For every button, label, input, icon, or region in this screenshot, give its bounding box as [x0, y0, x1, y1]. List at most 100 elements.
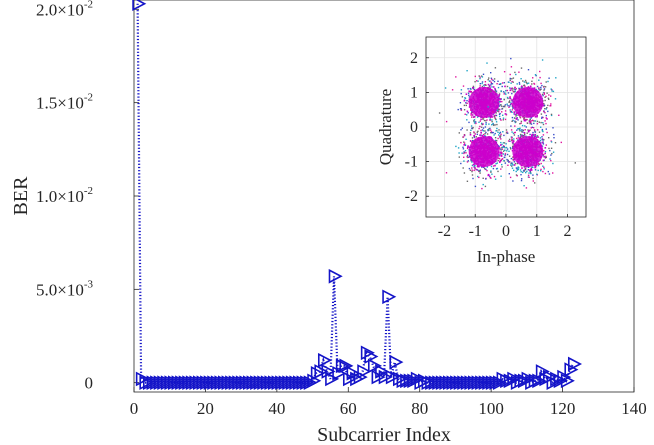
constellation-point [463, 104, 466, 107]
constellation-point [535, 159, 537, 162]
constellation-point [486, 141, 489, 144]
constellation-point [534, 169, 537, 171]
constellation-point [520, 149, 522, 151]
constellation-point [457, 108, 459, 111]
constellation-point [477, 106, 480, 109]
constellation-point [479, 143, 482, 146]
ber-point [264, 375, 279, 390]
constellation-point [474, 164, 476, 167]
constellation-point [536, 114, 538, 117]
constellation-point [482, 149, 485, 152]
constellation-point [462, 167, 464, 169]
constellation-point [529, 169, 531, 172]
constellation-point [491, 94, 493, 97]
constellation-point [490, 115, 493, 118]
constellation-point [554, 98, 557, 100]
constellation-point [529, 102, 531, 105]
constellation-point [499, 147, 501, 149]
constellation-point [501, 105, 503, 108]
constellation-point [474, 157, 477, 159]
constellation-point [529, 133, 531, 136]
constellation-point [469, 169, 472, 171]
constellation-point [512, 119, 514, 122]
constellation-point [474, 140, 477, 143]
constellation-point [521, 142, 524, 144]
constellation-point [487, 83, 490, 86]
ber-point [410, 371, 425, 387]
constellation-point [504, 92, 506, 94]
constellation-point [515, 113, 517, 115]
constellation-point [475, 155, 478, 157]
ber-point [289, 375, 304, 390]
constellation-point [485, 99, 487, 102]
ber-point [453, 375, 468, 390]
constellation-point [526, 162, 528, 165]
constellation-point [470, 152, 472, 154]
constellation-point [548, 98, 550, 100]
constellation-point [548, 147, 550, 150]
constellation-point [484, 99, 486, 102]
constellation-point [528, 149, 531, 152]
constellation-point [523, 143, 525, 146]
constellation-point [493, 143, 495, 145]
constellation-point [534, 104, 536, 106]
constellation-point [522, 80, 524, 82]
constellation-point [545, 128, 547, 130]
constellation-point [545, 114, 547, 117]
constellation-point [480, 132, 482, 134]
constellation-point [545, 81, 547, 83]
constellation-point [516, 168, 518, 170]
constellation-point [487, 174, 490, 177]
constellation-point [511, 147, 514, 149]
constellation-point [499, 98, 501, 101]
constellation-point [530, 168, 533, 170]
constellation-point [532, 174, 534, 176]
constellation-point [474, 101, 477, 103]
constellation-point [527, 98, 530, 100]
ber-point [317, 352, 333, 368]
constellation-point [478, 87, 481, 89]
constellation-point [477, 100, 480, 103]
constellation-point [520, 143, 522, 145]
ber-point [464, 375, 479, 390]
constellation-point [528, 105, 531, 108]
ber-point [353, 369, 368, 385]
constellation-point [483, 108, 486, 111]
constellation-point [472, 145, 475, 147]
constellation-point [543, 159, 545, 161]
constellation-point [526, 106, 528, 108]
constellation-point [490, 162, 492, 164]
constellation-point [489, 118, 491, 120]
constellation-point [525, 113, 528, 116]
constellation-point [515, 94, 517, 97]
constellation-point [496, 167, 499, 170]
constellation-point [542, 154, 545, 157]
constellation-point [539, 76, 541, 79]
constellation-point [460, 141, 462, 144]
constellation-point [494, 155, 497, 157]
ber-point [439, 375, 454, 390]
constellation-point [479, 134, 482, 136]
y-tick-label: 1.0×10-2 [36, 185, 93, 206]
constellation-point [536, 102, 539, 104]
constellation-point [528, 114, 531, 116]
constellation-point [535, 137, 538, 139]
constellation-point [486, 133, 489, 135]
constellation-point [470, 159, 472, 161]
constellation-point [513, 91, 515, 93]
constellation-point [526, 102, 528, 104]
constellation-point [514, 131, 516, 134]
constellation-point [520, 104, 522, 106]
constellation-point [514, 125, 516, 127]
constellation-point [517, 168, 520, 171]
constellation-point [493, 108, 496, 111]
constellation-point [470, 160, 473, 162]
constellation-point [502, 119, 504, 121]
constellation-point [533, 137, 535, 139]
constellation-point [498, 154, 500, 157]
constellation-point [532, 177, 534, 180]
constellation-point [473, 93, 476, 96]
constellation-point [479, 120, 481, 122]
constellation-point [490, 160, 492, 163]
ber-point [257, 375, 272, 390]
